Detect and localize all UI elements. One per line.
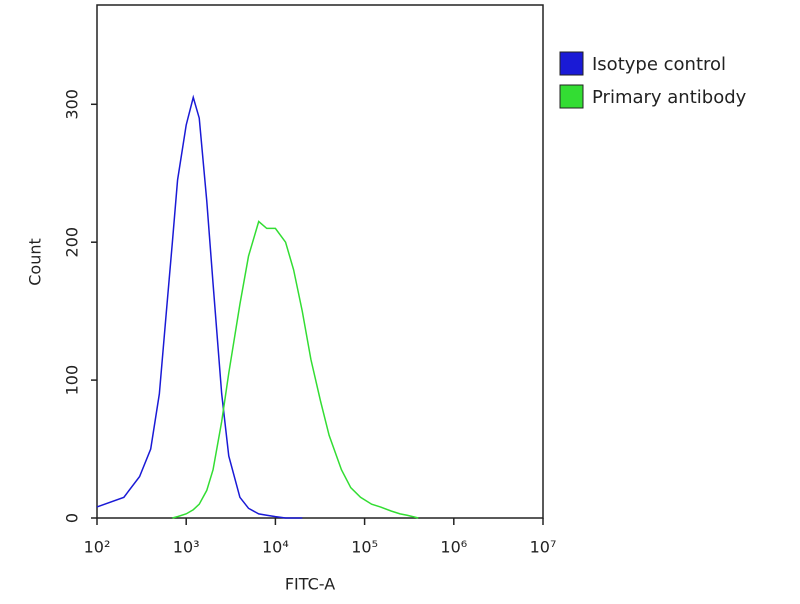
- x-tick-label: 10³: [173, 538, 200, 557]
- legend-swatch: [559, 84, 584, 109]
- x-tick-label: 10⁵: [351, 538, 378, 557]
- plot-frame: [96, 4, 544, 519]
- series-line: [172, 220, 419, 519]
- x-tick-label: 10⁷: [530, 538, 557, 557]
- y-tick-label: 200: [63, 227, 82, 258]
- legend-label: Primary antibody: [592, 87, 747, 108]
- legend-label: Isotype control: [592, 54, 726, 75]
- y-tick-label: 300: [63, 89, 82, 120]
- legend-swatch: [559, 51, 584, 76]
- x-axis-label: FITC-A: [285, 575, 335, 594]
- series-line: [96, 94, 303, 519]
- y-tick-label: 100: [63, 365, 82, 396]
- y-tick-label: 0: [63, 513, 82, 523]
- x-tick-label: 10²: [84, 538, 111, 557]
- x-tick-label: 10⁶: [440, 538, 467, 557]
- y-axis-label: Count: [26, 238, 45, 286]
- x-tick-label: 10⁴: [262, 538, 289, 557]
